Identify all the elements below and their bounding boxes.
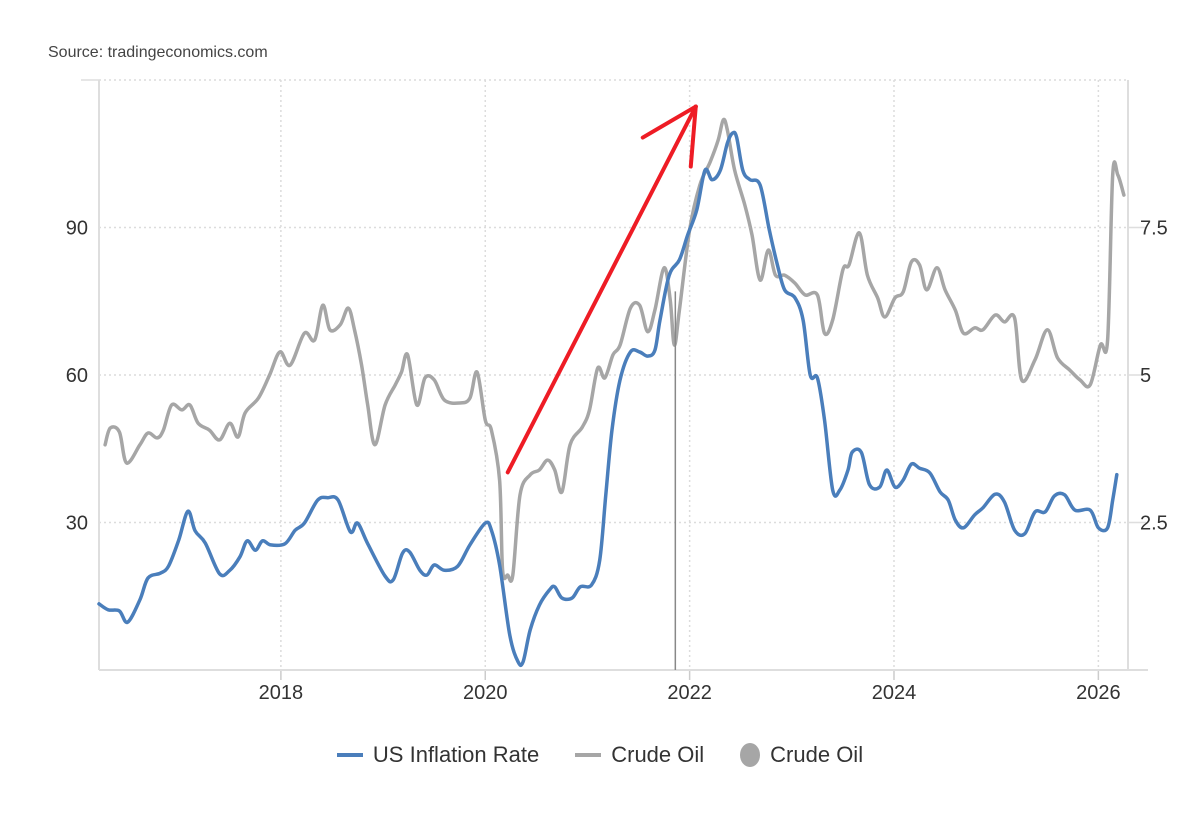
legend-label: Crude Oil	[611, 742, 705, 767]
left-tick-label: 60	[66, 365, 88, 387]
x-tick-label: 2020	[463, 682, 508, 704]
x-tick-label: 2026	[1076, 682, 1121, 704]
x-tick-label: 2022	[667, 682, 712, 704]
right-tick-label: 5	[1140, 365, 1151, 387]
series-group	[97, 117, 1126, 668]
right-tick-label: 2.5	[1140, 513, 1168, 535]
legend-line-swatch	[336, 753, 363, 757]
legend-line-swatch	[575, 753, 602, 757]
right-tick-label: 7.5	[1140, 218, 1168, 240]
source-label: Source: tradingeconomics.com	[48, 44, 268, 61]
inflation-line	[97, 130, 1119, 668]
left-tick-label: 30	[66, 513, 88, 535]
legend-item-crude-oil[interactable]: Crude Oil	[575, 742, 704, 768]
axes: 2018 2020 2022 2024 2026 30 60 90 2.5 5 7.5	[66, 79, 1168, 704]
legend: US Inflation Rate Crude Oil Crude Oil	[0, 742, 1200, 768]
red-arrow-shaft	[505, 104, 698, 475]
grid	[99, 79, 1128, 670]
x-tick-label: 2018	[259, 682, 304, 704]
legend-label: US Inflation Rate	[372, 742, 540, 767]
left-tick-label: 90	[66, 218, 88, 240]
annotations	[505, 104, 698, 670]
red-arrow-head-right	[688, 104, 698, 169]
legend-item-inflation[interactable]: US Inflation Rate	[336, 742, 540, 768]
legend-label: Crude Oil	[770, 742, 864, 767]
legend-item-crude-oil-dot[interactable]: Crude Oil	[740, 742, 863, 768]
x-tick-label: 2024	[872, 682, 917, 704]
legend-dot-swatch	[740, 743, 761, 767]
red-arrow-head-left	[640, 104, 698, 140]
crude-oil-line	[103, 117, 1126, 583]
